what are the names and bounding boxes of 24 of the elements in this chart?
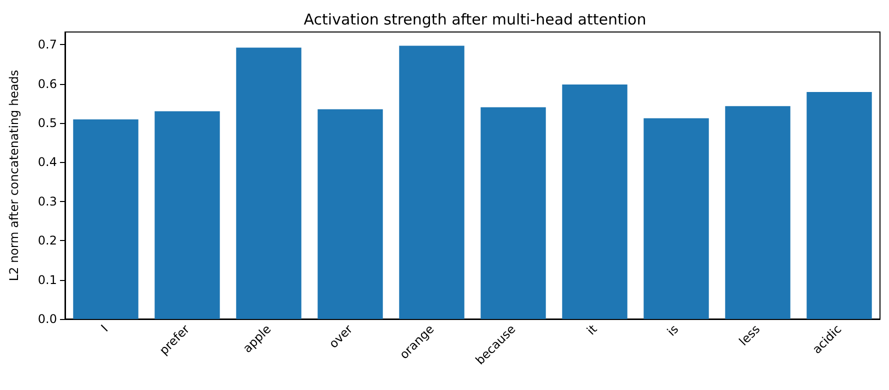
bar	[318, 109, 383, 319]
x-tick-label: is	[664, 322, 682, 339]
y-tick-label: 0.3	[38, 194, 57, 208]
y-tick-label: 0.4	[38, 155, 57, 170]
bar	[644, 118, 709, 319]
y-tick-label: 0.2	[38, 234, 57, 248]
y-tick-label: 0.1	[38, 272, 57, 287]
x-tick-label: less	[736, 322, 763, 348]
y-tick-label: 0.0	[38, 312, 57, 326]
y-axis-title: L2 norm after concatenating heads	[7, 70, 21, 282]
y-tick-label: 0.7	[38, 38, 57, 52]
bar	[562, 84, 628, 319]
x-tick-label: it	[584, 322, 600, 338]
bar	[725, 106, 790, 319]
y-tick-label: 0.6	[38, 76, 57, 91]
bar	[154, 111, 220, 319]
bar	[806, 92, 872, 319]
bar	[236, 48, 302, 319]
chart-title: Activation strength after multi-head attention	[304, 10, 646, 28]
bar	[480, 107, 546, 319]
x-tick-label: I	[98, 322, 111, 334]
bar	[399, 46, 464, 319]
y-tick-label: 0.5	[38, 116, 57, 130]
bar	[73, 119, 138, 319]
